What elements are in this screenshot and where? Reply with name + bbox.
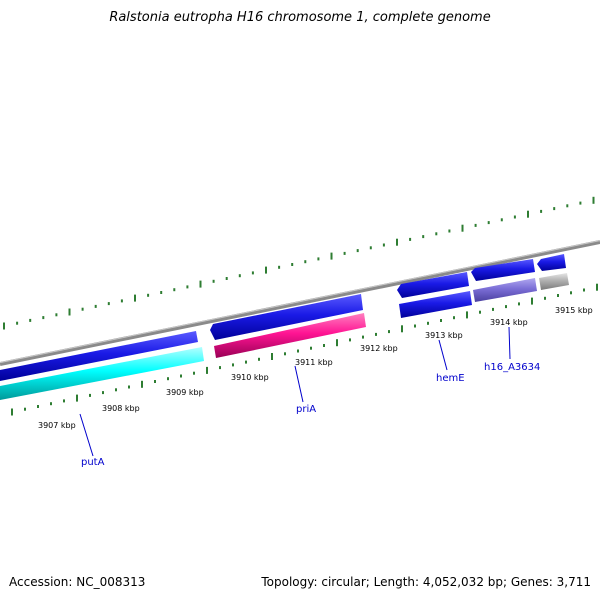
map-title: Ralstonia eutropha H16 chromosome 1, com… bbox=[109, 10, 491, 25]
gene-label-priA: priA bbox=[296, 404, 316, 415]
gene-label-putA: putA bbox=[81, 457, 105, 468]
cds-forward-1 bbox=[0, 331, 198, 381]
cds-reverse-gray bbox=[539, 273, 569, 290]
cds-hemE bbox=[399, 291, 472, 318]
cds-forward-5 bbox=[537, 254, 566, 271]
topology-text: Topology: circular; Length: 4,052,032 bp… bbox=[261, 575, 591, 589]
ruler-label: 3915 kbp bbox=[555, 306, 593, 315]
gene-label-leader bbox=[438, 339, 448, 371]
gene-label-hemE: hemE bbox=[436, 373, 465, 384]
cds-h16-A3634 bbox=[473, 278, 537, 302]
inner-tick-ring bbox=[11, 283, 598, 416]
ruler-label: 3909 kbp bbox=[166, 388, 204, 397]
ruler-label: 3908 kbp bbox=[102, 404, 140, 413]
ruler-label: 3914 kbp bbox=[490, 318, 528, 327]
ruler-label: 3912 kbp bbox=[360, 344, 398, 353]
genome-backbone-highlight bbox=[0, 240, 600, 364]
genome-backbone bbox=[0, 240, 600, 366]
ruler-label: 3910 kbp bbox=[231, 373, 269, 382]
gene-label-h16-A3634: h16_A3634 bbox=[484, 362, 540, 373]
cds-forward-4 bbox=[471, 259, 535, 281]
cds-forward-2 bbox=[210, 294, 363, 340]
accession-text: Accession: NC_008313 bbox=[9, 575, 146, 589]
gene-label-leader bbox=[294, 365, 304, 403]
ruler-label: 3913 kbp bbox=[425, 331, 463, 340]
gene-label-leader bbox=[79, 413, 94, 457]
gene-label-leader bbox=[508, 326, 511, 360]
cds-forward-3 bbox=[397, 272, 469, 298]
cds-putA bbox=[0, 347, 204, 400]
ruler-label: 3907 kbp bbox=[38, 421, 76, 430]
ruler-label: 3911 kbp bbox=[295, 358, 333, 367]
outer-tick-ring bbox=[3, 196, 595, 330]
cds-priA bbox=[214, 313, 366, 358]
